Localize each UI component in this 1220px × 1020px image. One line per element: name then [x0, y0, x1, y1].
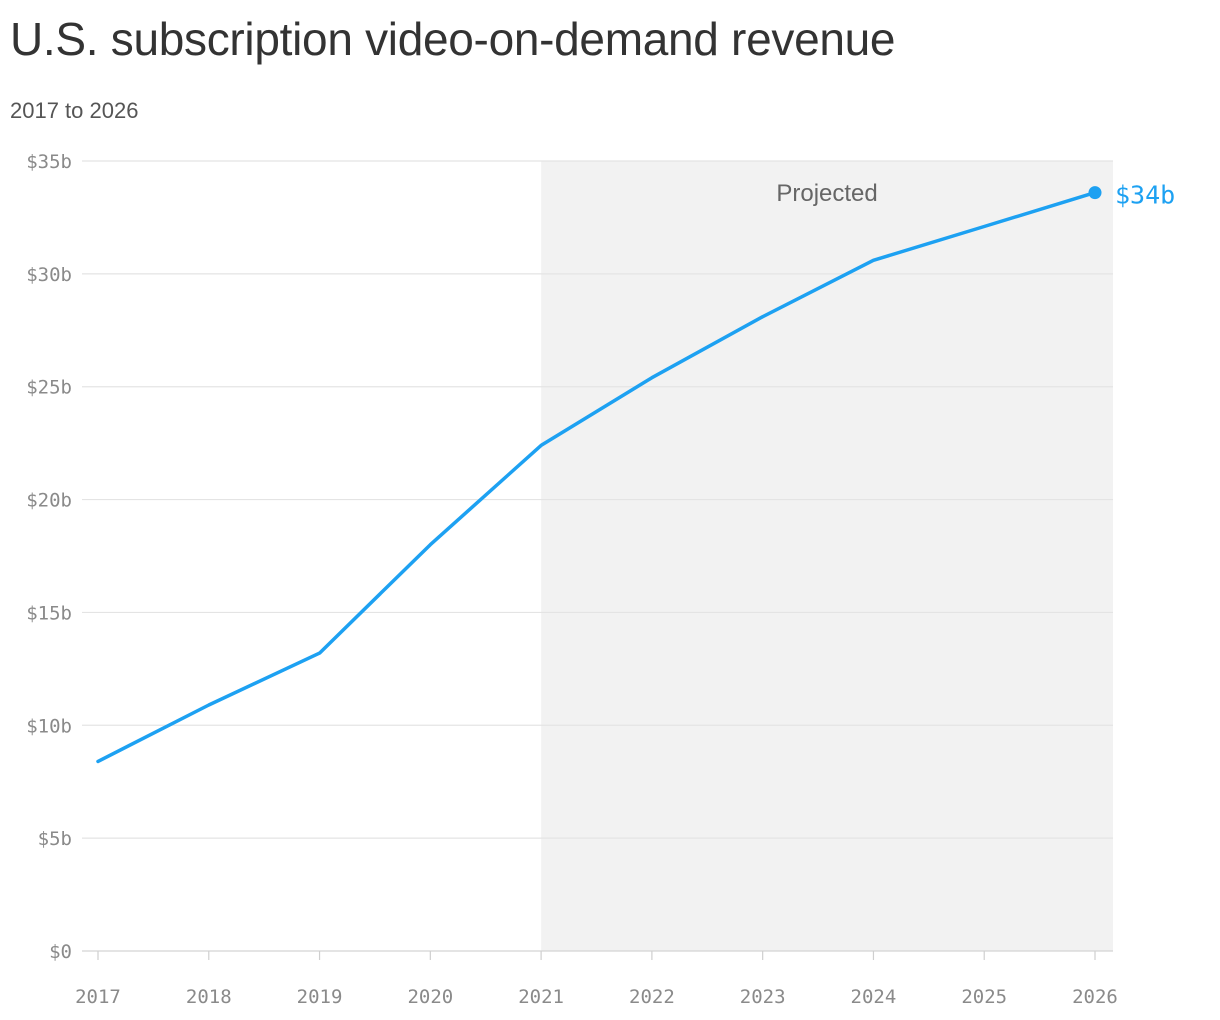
x-tick-label: 2026 [1072, 986, 1118, 1008]
x-ticks [97, 951, 1096, 960]
x-tick-label: 2017 [75, 986, 121, 1008]
x-tick-label: 2023 [740, 986, 786, 1008]
x-tick-label: 2020 [407, 986, 453, 1008]
chart-subtitle: 2017 to 2026 [10, 98, 139, 123]
x-tick-label: 2018 [186, 986, 232, 1008]
projected-region [541, 161, 1113, 951]
x-tick-label: 2024 [851, 986, 897, 1008]
chart-title: U.S. subscription video-on-demand revenu… [10, 13, 896, 65]
y-tick-label: $10b [26, 715, 72, 737]
y-tick-label: $35b [26, 151, 72, 173]
series-end-label: $34b [1115, 181, 1175, 210]
y-tick-label: $30b [26, 264, 72, 286]
x-tick-label: 2025 [961, 986, 1007, 1008]
y-tick-label: $25b [26, 377, 72, 399]
y-tick-labels: $0 $5b $10b $15b $20b $25b $30b $35b [26, 151, 72, 963]
x-tick-label: 2021 [518, 986, 564, 1008]
y-tick-label: $15b [26, 602, 72, 624]
y-tick-label: $0 [49, 941, 72, 963]
x-tick-label: 2022 [629, 986, 675, 1008]
y-tick-label: $20b [26, 490, 72, 512]
x-tick-labels: 2017 2018 2019 2020 2021 2022 2023 2024 2025 2026 [75, 986, 1118, 1008]
series-line [96, 190, 1097, 764]
series-end-point [1088, 186, 1102, 200]
projected-label: Projected [776, 180, 877, 207]
gridlines [82, 160, 1113, 952]
y-tick-label: $5b [38, 828, 72, 850]
x-tick-label: 2019 [297, 986, 343, 1008]
